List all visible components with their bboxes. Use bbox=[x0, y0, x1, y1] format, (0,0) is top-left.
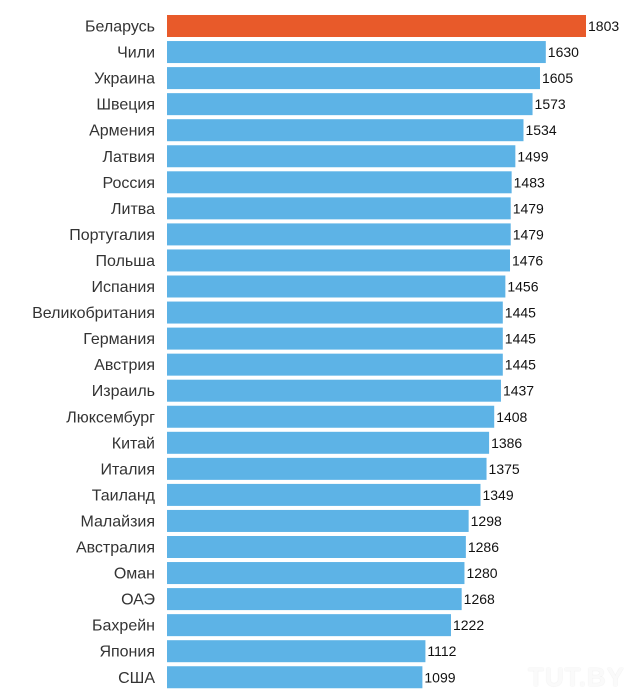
category-label: Германия bbox=[83, 331, 155, 348]
bar bbox=[167, 119, 524, 142]
bar bbox=[167, 93, 533, 116]
value-label: 1286 bbox=[468, 539, 499, 555]
category-label: Португалия bbox=[69, 227, 155, 244]
tutby-watermark: TUT.BY bbox=[528, 662, 625, 692]
category-label: Украина bbox=[94, 71, 155, 88]
category-label: Таиланд bbox=[92, 487, 156, 504]
category-label: Швеция bbox=[96, 97, 155, 114]
category-label: Малайзия bbox=[80, 513, 155, 530]
bar bbox=[167, 614, 451, 637]
category-label: Бахрейн bbox=[92, 618, 155, 635]
category-label: Великобритания bbox=[32, 305, 155, 322]
category-label: Италия bbox=[101, 461, 155, 478]
value-label: 1112 bbox=[427, 643, 456, 659]
bar bbox=[167, 67, 540, 90]
value-label: 1573 bbox=[535, 96, 566, 112]
category-label: ОАЭ bbox=[121, 592, 155, 609]
category-label: Литва bbox=[111, 201, 155, 218]
value-label: 1479 bbox=[513, 226, 544, 242]
value-label: 1499 bbox=[517, 148, 548, 164]
bar bbox=[167, 327, 503, 350]
bar bbox=[167, 509, 469, 532]
category-label: Испания bbox=[92, 279, 156, 296]
bar bbox=[167, 275, 506, 298]
bar bbox=[167, 41, 546, 64]
bar bbox=[167, 562, 465, 585]
bar bbox=[167, 379, 501, 402]
value-label: 1445 bbox=[505, 305, 536, 321]
category-label: США bbox=[118, 670, 155, 687]
value-label: 1605 bbox=[542, 70, 573, 86]
value-label: 1099 bbox=[424, 669, 455, 685]
value-label: 1386 bbox=[491, 435, 522, 451]
category-label: Латвия bbox=[103, 149, 155, 166]
bar bbox=[167, 145, 516, 168]
value-label: 1803 bbox=[588, 18, 619, 34]
value-label: 1375 bbox=[489, 461, 520, 477]
value-label: 1476 bbox=[512, 252, 543, 268]
value-label: 1408 bbox=[496, 409, 527, 425]
category-label: Израиль bbox=[92, 383, 155, 400]
value-label: 1298 bbox=[471, 513, 502, 529]
value-label: 1280 bbox=[466, 565, 497, 581]
bar bbox=[167, 405, 495, 428]
bar bbox=[167, 197, 511, 220]
value-label: 1630 bbox=[548, 44, 579, 60]
bar bbox=[167, 457, 487, 480]
bar bbox=[167, 249, 511, 272]
category-label: Польша bbox=[96, 253, 156, 270]
bar bbox=[167, 536, 466, 558]
value-label: 1479 bbox=[513, 200, 544, 216]
bar bbox=[167, 223, 511, 246]
value-label: 1437 bbox=[503, 383, 534, 399]
category-label: Оман bbox=[114, 566, 155, 583]
value-label: 1268 bbox=[464, 591, 495, 607]
category-label: Чили bbox=[117, 45, 155, 62]
value-label: 1349 bbox=[482, 487, 513, 503]
bar bbox=[167, 171, 512, 194]
category-label: Армения bbox=[89, 123, 155, 140]
value-label: 1445 bbox=[505, 357, 536, 373]
value-label: 1222 bbox=[453, 617, 484, 633]
bar bbox=[167, 301, 503, 324]
bar bbox=[167, 483, 481, 506]
bar bbox=[167, 640, 426, 663]
category-label: Люксембург bbox=[66, 409, 155, 426]
category-label: Австрия bbox=[94, 357, 155, 374]
value-label: 1445 bbox=[505, 331, 536, 347]
value-label: 1456 bbox=[507, 279, 538, 295]
bar bbox=[167, 15, 586, 37]
value-label: 1483 bbox=[514, 174, 545, 190]
category-label: Беларусь bbox=[85, 19, 155, 36]
value-label: 1534 bbox=[525, 122, 556, 138]
bar bbox=[167, 431, 490, 454]
category-label: Россия bbox=[103, 175, 155, 192]
category-label: Япония bbox=[99, 644, 155, 661]
bar bbox=[167, 588, 462, 611]
category-label: Австралия bbox=[76, 540, 155, 557]
category-label: Китай bbox=[112, 435, 155, 452]
bar bbox=[167, 666, 423, 689]
bar bbox=[167, 353, 503, 376]
